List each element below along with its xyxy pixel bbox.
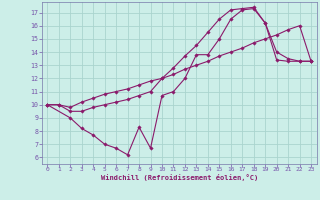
X-axis label: Windchill (Refroidissement éolien,°C): Windchill (Refroidissement éolien,°C): [100, 174, 258, 181]
